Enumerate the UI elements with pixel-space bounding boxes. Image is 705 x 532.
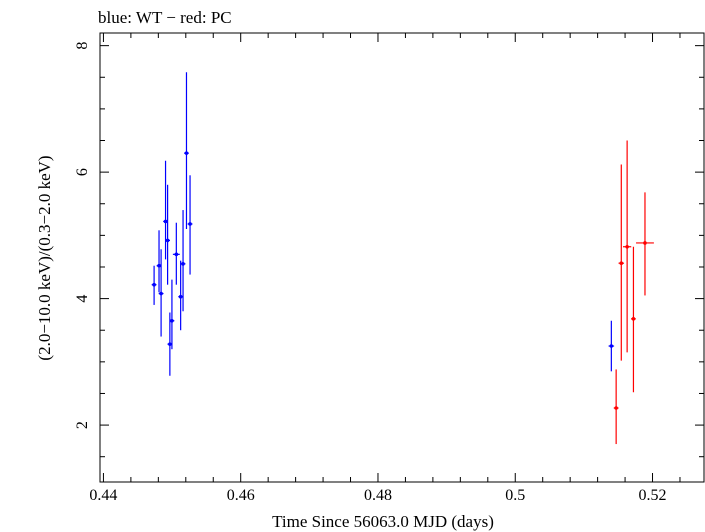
data-marker [181, 262, 185, 266]
data-marker [184, 151, 189, 155]
x-tick-label: 0.5 [505, 487, 525, 504]
data-point [169, 279, 175, 350]
data-marker [188, 222, 192, 226]
data-point [172, 222, 180, 285]
data-point [151, 265, 157, 305]
y-tick-label: 2 [74, 421, 91, 429]
data-marker [631, 317, 636, 321]
data-point [165, 184, 171, 285]
data-point [180, 210, 186, 312]
y-tick-label: 6 [74, 168, 91, 176]
series-wt [151, 72, 615, 376]
data-marker [178, 294, 183, 299]
data-marker [163, 219, 168, 224]
data-marker [609, 344, 614, 348]
data-marker [174, 252, 179, 257]
data-marker [643, 241, 647, 245]
data-point [618, 164, 625, 361]
y-axis-label: (2.0−10.0 keV)/(0.3−2.0 keV) [35, 155, 54, 360]
data-marker [152, 282, 156, 287]
x-tick-label: 0.44 [89, 487, 117, 504]
chart-title: blue: WT − red: PC [98, 8, 232, 27]
data-point [631, 246, 636, 393]
data-point [184, 72, 189, 230]
x-axis-label: Time Since 56063.0 MJD (days) [272, 512, 494, 531]
data-point [636, 192, 654, 296]
data-marker [157, 263, 161, 268]
data-point [613, 369, 619, 445]
y-tick-label: 8 [74, 42, 91, 50]
data-point [158, 249, 164, 337]
data-point [187, 175, 193, 275]
x-tick-label: 0.52 [639, 487, 667, 504]
plot-frame [99, 32, 705, 483]
x-tick-label: 0.48 [364, 487, 392, 504]
data-marker [614, 406, 618, 410]
data-marker [168, 342, 172, 346]
series-layer [151, 72, 654, 445]
y-tick-label: 4 [74, 295, 91, 303]
x-axis: 0.44 0.46 0.48 0.5 0.52 [89, 33, 681, 504]
series-pc [613, 140, 654, 445]
data-point [623, 140, 632, 353]
data-marker [159, 291, 163, 296]
data-point [178, 260, 184, 331]
x-tick-label: 0.46 [227, 487, 255, 504]
data-marker [165, 238, 170, 243]
data-marker [170, 318, 174, 323]
data-marker [625, 244, 629, 249]
data-marker [619, 261, 624, 265]
data-point [608, 320, 615, 372]
y-axis: 2 4 6 8 [74, 42, 704, 458]
